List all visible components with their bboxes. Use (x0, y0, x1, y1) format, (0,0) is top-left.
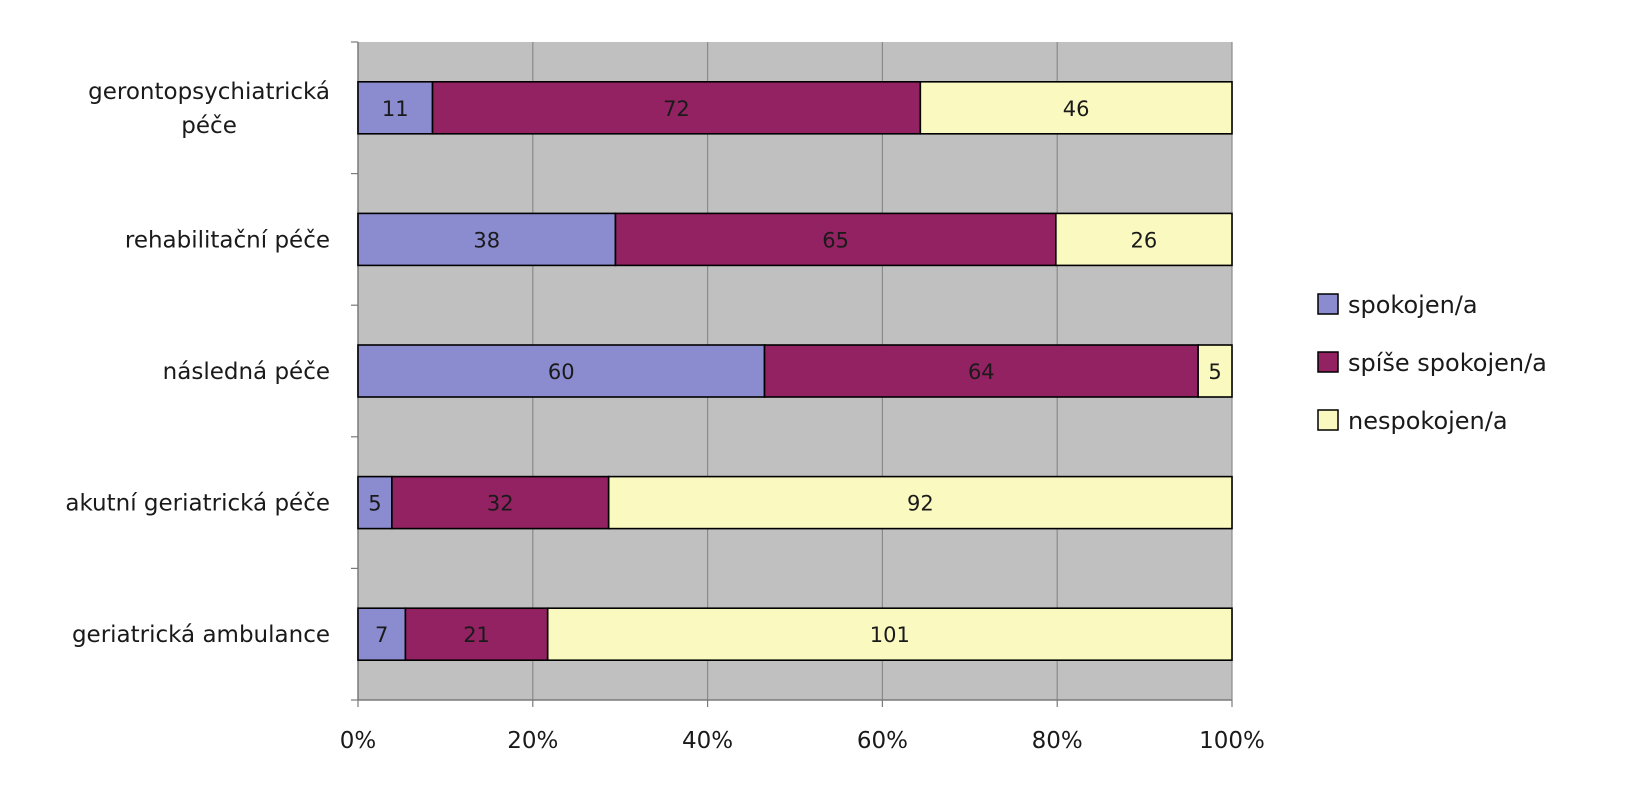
legend-swatch (1317, 293, 1339, 315)
x-tick-label: 60% (857, 728, 908, 754)
bar-segment (357, 212, 617, 267)
data-label: 72 (663, 97, 690, 121)
x-tick-label: 80% (1032, 728, 1083, 754)
category-label: následná péče (163, 359, 330, 385)
data-label: 7 (375, 623, 388, 647)
legend-swatch (1317, 409, 1339, 431)
data-label: 32 (487, 492, 514, 516)
bar-segment (431, 81, 922, 135)
data-label: 64 (968, 360, 995, 384)
data-label: 5 (1208, 360, 1221, 384)
bar-segment (404, 607, 549, 662)
bar-segment (919, 81, 1233, 135)
x-tick-label: 100% (1199, 728, 1265, 754)
category-label: rehabilitační péče (125, 227, 330, 253)
bar-segment (357, 81, 434, 135)
data-label: 60 (548, 360, 575, 384)
x-tick-label: 40% (682, 728, 733, 754)
data-label: 26 (1131, 228, 1158, 252)
bar-segment (607, 475, 1233, 530)
data-label: 11 (382, 97, 409, 121)
data-label: 38 (473, 228, 500, 252)
category-label: akutní geriatrická péče (65, 491, 330, 517)
legend-swatch (1317, 351, 1339, 373)
data-label: 46 (1063, 97, 1090, 121)
bar-segment (357, 344, 766, 398)
bar-segment (357, 475, 393, 530)
legend-label: spokojen/a (1348, 291, 1478, 319)
legend-label: spíše spokojen/a (1348, 349, 1547, 377)
x-tick-label: 0% (340, 728, 377, 754)
data-label: 65 (822, 228, 849, 252)
data-label: 101 (870, 623, 910, 647)
legend-label: nespokojen/a (1348, 407, 1508, 435)
bar-segment (614, 212, 1057, 267)
category-label: péče (181, 113, 237, 139)
bar-segment (357, 607, 407, 662)
data-label: 21 (463, 623, 490, 647)
bar-segment (763, 344, 1199, 398)
bar-segment (1197, 344, 1233, 398)
data-label: 5 (368, 492, 381, 516)
x-tick-label: 20% (507, 728, 558, 754)
data-label: 92 (907, 492, 934, 516)
bar-segment (546, 607, 1233, 662)
category-label: geriatrická ambulance (72, 622, 330, 648)
bar-segment (1055, 212, 1233, 267)
category-label: gerontopsychiatrická (88, 79, 330, 105)
